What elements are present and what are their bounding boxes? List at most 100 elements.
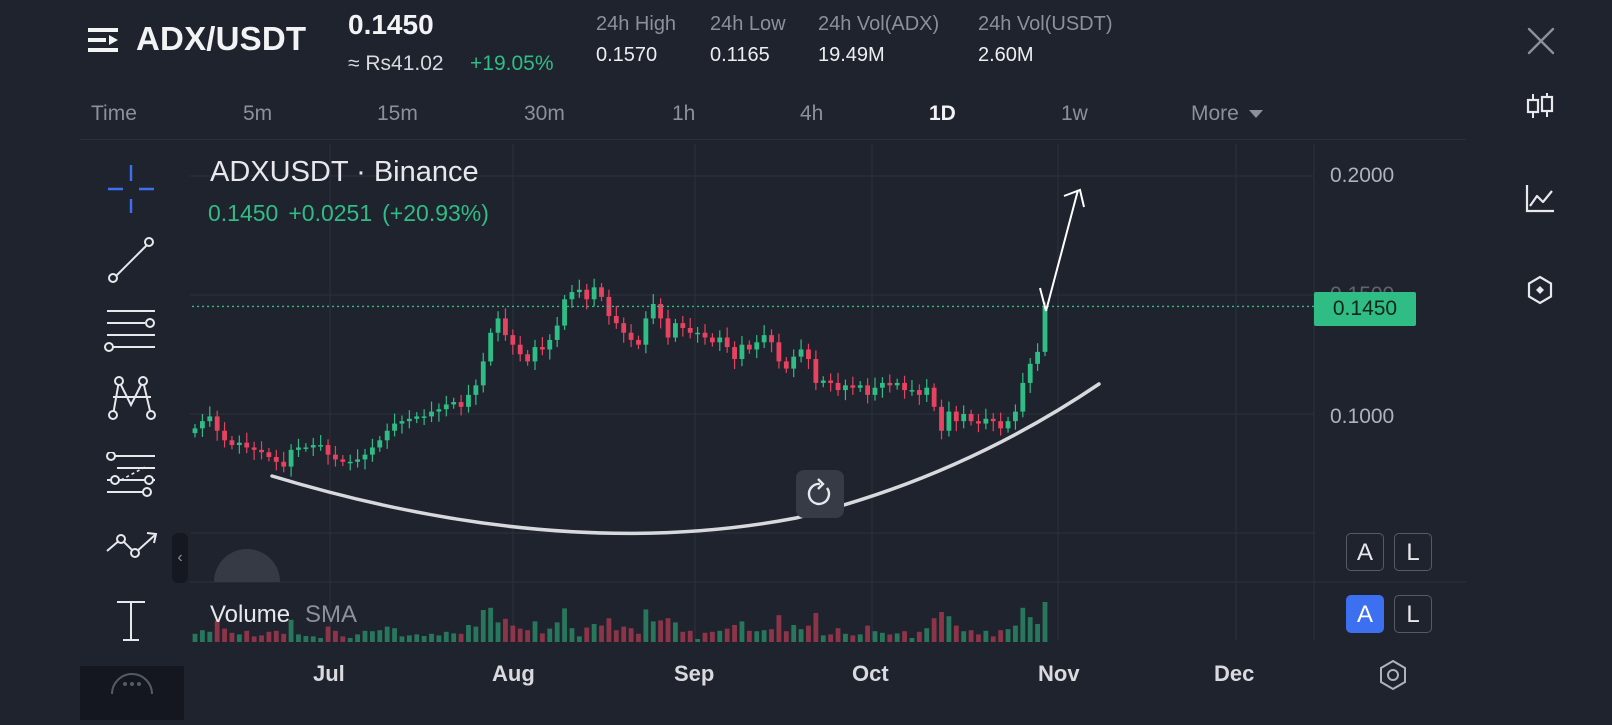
volume-bar [1027, 617, 1033, 642]
text-icon[interactable] [103, 596, 159, 646]
candle-body [835, 382, 841, 391]
candle-body [776, 342, 782, 362]
volume-bar [325, 626, 331, 642]
candle-body [739, 344, 745, 360]
volume-bar [953, 625, 959, 642]
volume-bar [251, 636, 257, 642]
candle-body [887, 382, 893, 386]
volume-bar [599, 625, 604, 642]
candle-body [709, 337, 715, 343]
candle-body [369, 447, 375, 455]
candle-body [931, 387, 937, 407]
candle-body [613, 316, 619, 324]
candle-body [990, 418, 996, 422]
line-chart-icon[interactable] [1524, 182, 1556, 214]
time-tick: Jul [313, 661, 345, 686]
log-scale-button[interactable]: L [1394, 533, 1432, 571]
volume-bar [791, 625, 797, 642]
candle-body [355, 459, 361, 462]
candle-body [857, 385, 863, 388]
volume-bar [1042, 602, 1048, 642]
candle-body [495, 318, 501, 333]
volume-bar [244, 630, 250, 642]
candle-body [421, 416, 427, 418]
tab-5m[interactable]: 5m [243, 102, 273, 125]
candle-body [510, 335, 516, 345]
horizontal-lines-icon[interactable] [103, 305, 159, 355]
tab-4h[interactable]: 4h [800, 102, 824, 125]
volume-bar [576, 636, 582, 642]
volume-bar [503, 618, 508, 642]
volume-bar [902, 631, 907, 642]
pair-title[interactable]: ADX/USDT [136, 20, 307, 57]
candle-body [998, 421, 1004, 429]
hexagon-settings-icon[interactable] [1524, 274, 1556, 306]
candle-body [761, 335, 767, 343]
toolbar-more-area[interactable] [80, 666, 184, 720]
tab-more-label: More [1191, 102, 1239, 125]
candle-body [310, 445, 316, 448]
tab-1h[interactable]: 1h [672, 102, 696, 125]
volume-bar [451, 633, 457, 642]
candle-body [392, 423, 397, 431]
volume-bar [946, 616, 952, 642]
pattern-icon[interactable] [103, 375, 159, 425]
candle-body [539, 347, 545, 350]
candle-body [229, 440, 235, 446]
candle-body [820, 380, 826, 383]
volume-bar [340, 636, 346, 642]
volume-bar [1005, 629, 1011, 642]
volume-bar [436, 635, 442, 642]
trend-line-icon[interactable] [103, 235, 159, 285]
auto-scale-button[interactable]: A [1346, 533, 1384, 571]
volume-bar [480, 610, 486, 642]
tab-time[interactable]: Time [91, 102, 137, 125]
candle-body [599, 287, 604, 297]
reset-view-button[interactable] [796, 470, 844, 518]
candlestick-icon[interactable] [1524, 90, 1556, 122]
candle-body [732, 347, 737, 360]
tab-more[interactable]: More [1191, 102, 1263, 126]
candle-body [673, 323, 678, 338]
candle-body [273, 457, 279, 462]
candle-body [1013, 411, 1018, 422]
candle-body [724, 337, 730, 348]
volume-bar [443, 631, 449, 642]
volume-bar [783, 631, 789, 642]
candle-body [569, 292, 575, 300]
volume-bar [606, 618, 612, 642]
reset-icon [807, 478, 831, 506]
candle-body [806, 349, 811, 360]
fib-icon[interactable] [103, 452, 159, 502]
tab-30m[interactable]: 30m [524, 102, 565, 125]
candle-body [1027, 363, 1033, 383]
candle-body [576, 289, 582, 293]
volume-bar [310, 636, 316, 642]
crosshair-icon[interactable] [103, 165, 159, 215]
candle-body [828, 380, 834, 383]
path-icon[interactable] [103, 527, 159, 577]
candle-body [791, 356, 797, 369]
volume-bar [636, 633, 641, 642]
volume-bar [806, 625, 811, 642]
close-icon[interactable] [1526, 26, 1556, 56]
toolbar-collapse-button[interactable]: ‹ [172, 533, 188, 583]
menu-icon[interactable] [88, 26, 120, 56]
drawn-arrow[interactable] [1045, 189, 1079, 312]
chart-settings-icon[interactable] [1376, 658, 1410, 692]
volume-bar [547, 628, 553, 642]
volume-bar [798, 629, 804, 642]
candle-body [636, 339, 641, 345]
tab-1w[interactable]: 1w [1061, 102, 1088, 125]
volume-bar [229, 632, 235, 642]
volume-bar [820, 635, 826, 642]
candle-body [466, 394, 471, 407]
tab-15m[interactable]: 15m [377, 102, 418, 125]
candle-body [347, 461, 353, 464]
tab-1d[interactable]: 1D [929, 102, 956, 125]
volume-log-scale-button[interactable]: L [1394, 595, 1432, 633]
volume-auto-scale-button[interactable]: A [1346, 595, 1384, 633]
candle-body [665, 318, 671, 338]
drawn-curve[interactable] [270, 382, 1101, 536]
